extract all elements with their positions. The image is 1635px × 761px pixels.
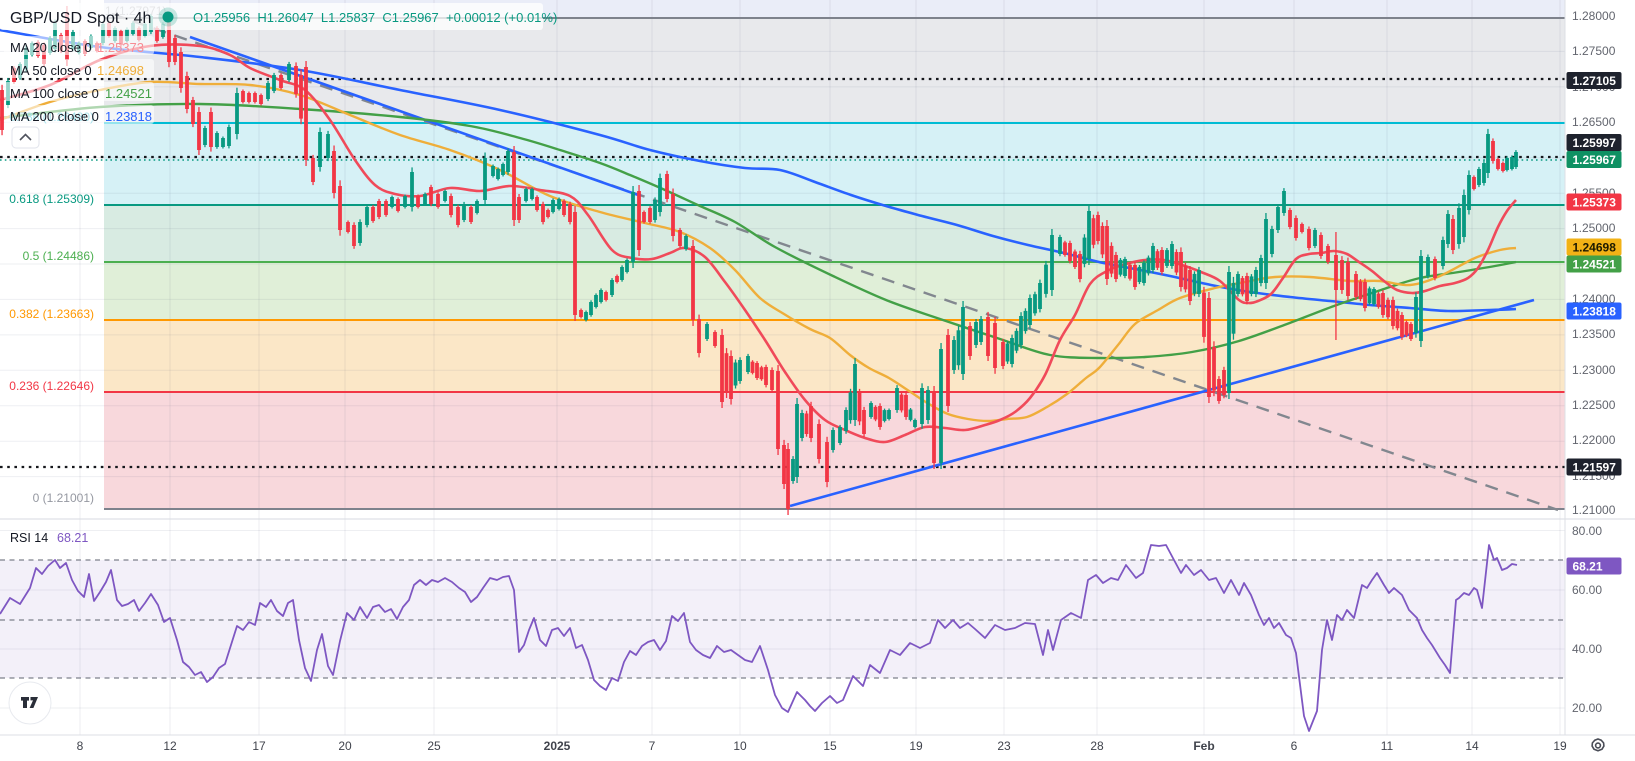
svg-text:1.21000: 1.21000 bbox=[1572, 503, 1616, 517]
svg-text:1.23818: 1.23818 bbox=[1573, 305, 1617, 319]
svg-text:80.00: 80.00 bbox=[1572, 524, 1602, 538]
svg-text:68.21: 68.21 bbox=[57, 531, 88, 545]
svg-text:8: 8 bbox=[77, 739, 84, 753]
svg-text:28: 28 bbox=[1090, 739, 1104, 753]
svg-text:1.23000: 1.23000 bbox=[1572, 363, 1616, 377]
svg-text:1.24521: 1.24521 bbox=[105, 86, 152, 101]
svg-text:GBP/USD Spot · 4h: GBP/USD Spot · 4h bbox=[10, 10, 151, 27]
svg-text:1.21597: 1.21597 bbox=[1573, 461, 1617, 475]
svg-text:12: 12 bbox=[163, 739, 177, 753]
svg-text:1.27105: 1.27105 bbox=[1573, 74, 1617, 88]
svg-text:1.26500: 1.26500 bbox=[1572, 115, 1616, 129]
svg-text:19: 19 bbox=[1553, 739, 1567, 753]
svg-text:14: 14 bbox=[1465, 739, 1479, 753]
svg-text:1.24698: 1.24698 bbox=[97, 63, 144, 78]
svg-text:6: 6 bbox=[1291, 739, 1298, 753]
svg-text:19: 19 bbox=[909, 739, 923, 753]
svg-text:MA 100 close 0: MA 100 close 0 bbox=[10, 86, 99, 101]
svg-text:0 (1.21001): 0 (1.21001) bbox=[33, 491, 94, 505]
svg-text:20: 20 bbox=[338, 739, 352, 753]
svg-text:MA 200 close 0: MA 200 close 0 bbox=[10, 109, 99, 124]
svg-text:MA 50 close 0: MA 50 close 0 bbox=[10, 63, 92, 78]
svg-text:1.28000: 1.28000 bbox=[1572, 9, 1616, 23]
svg-text:20.00: 20.00 bbox=[1572, 701, 1602, 715]
svg-text:1.24698: 1.24698 bbox=[1573, 241, 1617, 255]
svg-text:10: 10 bbox=[733, 739, 747, 753]
svg-text:0.382 (1.23663): 0.382 (1.23663) bbox=[9, 307, 94, 321]
svg-text:17: 17 bbox=[252, 739, 266, 753]
svg-text:1.25373: 1.25373 bbox=[1573, 196, 1617, 210]
svg-text:1.23818: 1.23818 bbox=[105, 109, 152, 124]
svg-text:0.236 (1.22646): 0.236 (1.22646) bbox=[9, 379, 94, 393]
svg-text:11: 11 bbox=[1381, 739, 1394, 753]
svg-text:MA 20 close 0: MA 20 close 0 bbox=[10, 40, 92, 55]
svg-text:1.27500: 1.27500 bbox=[1572, 44, 1616, 58]
svg-text:1.23500: 1.23500 bbox=[1572, 327, 1616, 341]
svg-text:25: 25 bbox=[427, 739, 441, 753]
svg-text:68.21: 68.21 bbox=[1573, 560, 1603, 574]
svg-text:1.22000: 1.22000 bbox=[1572, 433, 1616, 447]
svg-text:7: 7 bbox=[649, 739, 656, 753]
svg-text:40.00: 40.00 bbox=[1572, 642, 1602, 656]
svg-text:1.25373: 1.25373 bbox=[97, 40, 144, 55]
svg-text:0.618 (1.25309): 0.618 (1.25309) bbox=[9, 192, 94, 206]
svg-text:1.25967: 1.25967 bbox=[1573, 153, 1617, 167]
svg-text:O1.25956 H1.26047 L1.25837: O1.25956 H1.26047 L1.25837 C1.25967 +0.0… bbox=[193, 10, 557, 25]
svg-text:Feb: Feb bbox=[1193, 739, 1214, 753]
svg-text:1.25000: 1.25000 bbox=[1572, 221, 1616, 235]
svg-text:60.00: 60.00 bbox=[1572, 583, 1602, 597]
svg-text:1.22500: 1.22500 bbox=[1572, 398, 1616, 412]
svg-text:2025: 2025 bbox=[544, 739, 571, 753]
svg-text:1.25997: 1.25997 bbox=[1573, 136, 1617, 150]
svg-text:RSI 14: RSI 14 bbox=[10, 531, 48, 545]
svg-text:0.5 (1.24486): 0.5 (1.24486) bbox=[23, 249, 94, 263]
svg-text:15: 15 bbox=[823, 739, 837, 753]
svg-text:1.24521: 1.24521 bbox=[1573, 258, 1617, 272]
svg-text:23: 23 bbox=[997, 739, 1011, 753]
